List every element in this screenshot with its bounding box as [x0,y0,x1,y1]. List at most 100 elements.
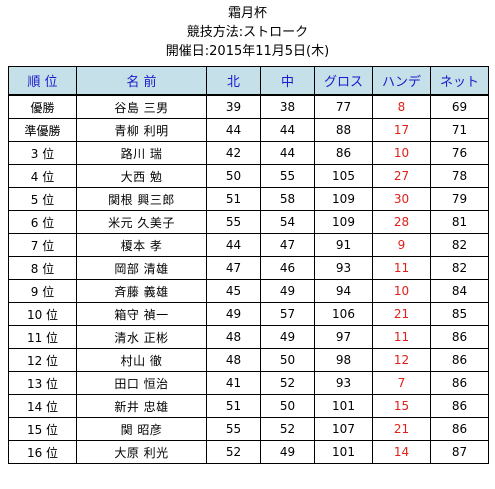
table-row: 準優勝 青柳 利明 44 44 88 17 71 [8,118,489,142]
table-row: 16 位大原 利光 52 49 101 14 87 [8,440,489,464]
cell-net: 79 [430,187,489,211]
cell-net: 86 [430,417,489,441]
cell-north: 47 [206,256,261,280]
cell-north: 48 [206,325,261,349]
cell-gross: 77 [314,94,373,119]
document-header: 霜月杯 競技方法:ストローク 開催日:2015年11月5日(木) [0,0,495,64]
cell-net: 78 [430,164,489,188]
column-header-gross: グロス [314,66,373,96]
cell-middle: 44 [260,141,315,165]
cell-net: 82 [430,256,489,280]
cell-north: 51 [206,187,261,211]
table-row: 10 位箱守 禎一 49 57 106 21 85 [8,302,489,326]
table-row: 5 位関根 興三郎 51 58 109 30 79 [8,187,489,211]
cell-handicap: 8 [372,94,431,119]
cell-gross: 86 [314,141,373,165]
cell-middle: 47 [260,233,315,257]
cell-gross: 107 [314,417,373,441]
cell-rank: 5 位 [8,187,77,211]
cell-net: 85 [430,302,489,326]
cell-name: 箱守 禎一 [76,302,207,326]
cell-gross: 109 [314,210,373,234]
cell-rank: 16 位 [8,440,77,464]
cell-middle: 46 [260,256,315,280]
cell-rank: 8 位 [8,256,77,280]
cell-gross: 106 [314,302,373,326]
cell-name: 清水 正彬 [76,325,207,349]
cell-gross: 93 [314,256,373,280]
column-header-north: 北 [206,66,261,96]
cell-name: 田口 恒治 [76,371,207,395]
cell-handicap: 28 [372,210,431,234]
cell-handicap: 10 [372,279,431,303]
table-row: 15 位関 昭彦 55 52 107 21 86 [8,417,489,441]
cell-net: 81 [430,210,489,234]
cell-name: 榎本 孝 [76,233,207,257]
table-row: 14 位新井 忠雄 51 50 101 15 86 [8,394,489,418]
cell-north: 45 [206,279,261,303]
cell-north: 55 [206,210,261,234]
cell-handicap: 17 [372,118,431,142]
table-row: 優勝 谷島 三男 39 38 77 8 69 [8,94,489,119]
cell-north: 41 [206,371,261,395]
table-row: 3 位路川 瑞 42 44 86 10 76 [8,141,489,165]
cell-rank: 3 位 [8,141,77,165]
cell-handicap: 14 [372,440,431,464]
cell-north: 55 [206,417,261,441]
cell-rank: 準優勝 [8,118,77,142]
cell-name: 谷島 三男 [76,94,207,119]
cell-middle: 52 [260,371,315,395]
cell-name: 米元 久美子 [76,210,207,234]
cell-rank: 11 位 [8,325,77,349]
tournament-title: 霜月杯 [227,6,267,21]
cell-net: 71 [430,118,489,142]
table-row: 11 位清水 正彬 48 49 97 11 86 [8,325,489,349]
cell-gross: 98 [314,348,373,372]
cell-net: 82 [430,233,489,257]
cell-middle: 38 [260,94,315,119]
cell-name: 大西 勉 [76,164,207,188]
column-header-name: 名 前 [76,66,207,96]
cell-gross: 105 [314,164,373,188]
cell-rank: 13 位 [8,371,77,395]
cell-handicap: 21 [372,417,431,441]
results-body: 優勝 谷島 三男 39 38 77 8 69 準優勝 青柳 利明 44 44 88 17 71 3 位路川 … [8,94,489,464]
cell-rank: 6 位 [8,210,77,234]
cell-name: 斉藤 義雄 [76,279,207,303]
table-row: 13 位田口 恒治 41 52 93 7 86 [8,371,489,395]
table-row: 4 位大西 勉 50 55 105 27 78 [8,164,489,188]
cell-rank: 優勝 [8,94,77,119]
table-row: 6 位米元 久美子 55 54 109 28 81 [8,210,489,234]
cell-rank: 10 位 [8,302,77,326]
cell-rank: 15 位 [8,417,77,441]
cell-rank: 7 位 [8,233,77,257]
cell-handicap: 11 [372,325,431,349]
cell-name: 青柳 利明 [76,118,207,142]
cell-gross: 101 [314,440,373,464]
cell-handicap: 9 [372,233,431,257]
cell-handicap: 11 [372,256,431,280]
cell-name: 新井 忠雄 [76,394,207,418]
cell-north: 44 [206,118,261,142]
cell-north: 44 [206,233,261,257]
competition-format: 競技方法:ストローク [186,25,309,40]
cell-rank: 14 位 [8,394,77,418]
column-header-rank: 順 位 [8,66,77,96]
cell-rank: 9 位 [8,279,77,303]
cell-handicap: 12 [372,348,431,372]
header-row: 順 位 名 前 北 中 グロス ハンデ ネット [8,66,489,96]
cell-net: 69 [430,94,489,119]
column-header-handicap: ハンデ [372,66,431,96]
cell-handicap: 7 [372,371,431,395]
cell-middle: 49 [260,325,315,349]
cell-middle: 50 [260,348,315,372]
results-table: 順 位 名 前 北 中 グロス ハンデ ネット 優勝 谷島 三男 39 38 77 8 69… [8,66,489,464]
cell-middle: 57 [260,302,315,326]
table-row: 9 位斉藤 義雄 45 49 94 10 84 [8,279,489,303]
cell-middle: 55 [260,164,315,188]
event-date: 開催日:2015年11月5日(木) [165,44,330,59]
table-row: 12 位村山 徹 48 50 98 12 86 [8,348,489,372]
cell-name: 関 昭彦 [76,417,207,441]
cell-north: 42 [206,141,261,165]
cell-gross: 101 [314,394,373,418]
